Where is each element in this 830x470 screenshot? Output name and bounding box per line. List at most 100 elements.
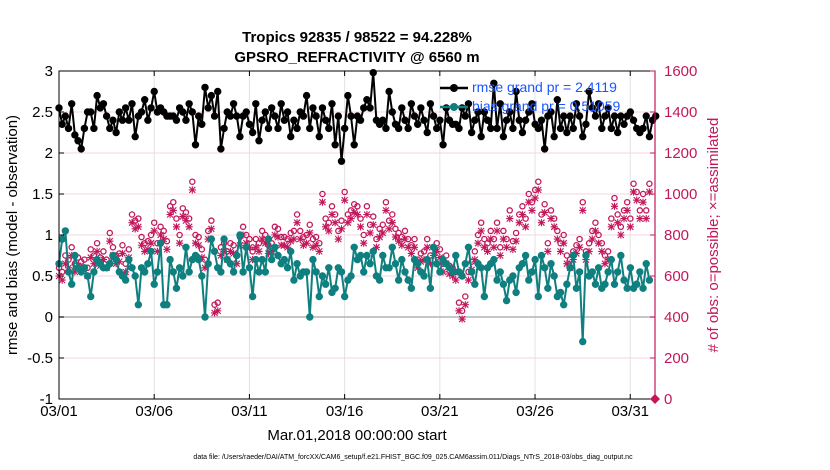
rmse-marker bbox=[312, 112, 320, 120]
bias-marker bbox=[58, 235, 66, 243]
rmse-marker bbox=[150, 87, 158, 96]
assimilated-marker bbox=[414, 264, 422, 272]
bias-marker bbox=[458, 272, 466, 280]
assimilated-marker bbox=[242, 239, 250, 247]
possible-marker bbox=[500, 227, 507, 235]
assimilated-marker bbox=[331, 219, 339, 227]
assimilated-marker bbox=[163, 245, 171, 253]
rmse-marker bbox=[147, 104, 155, 112]
rmse-marker bbox=[620, 120, 628, 129]
bias-marker bbox=[537, 251, 546, 260]
possible-marker bbox=[344, 211, 352, 218]
rmse-marker bbox=[521, 116, 530, 124]
assimilated-marker bbox=[274, 233, 282, 241]
rmse-marker bbox=[309, 104, 317, 112]
assimilated-marker bbox=[87, 253, 95, 262]
rmse-marker bbox=[493, 124, 501, 133]
possible-marker bbox=[255, 239, 263, 247]
bias-marker bbox=[582, 251, 590, 260]
rmse-marker bbox=[639, 124, 647, 133]
possible-marker bbox=[230, 241, 237, 249]
possible-marker bbox=[166, 203, 174, 210]
rmse-marker bbox=[379, 116, 387, 124]
possible-marker bbox=[471, 248, 479, 255]
rmse-marker bbox=[509, 124, 517, 133]
assimilated-marker bbox=[560, 239, 568, 247]
rmse-marker bbox=[594, 100, 603, 108]
possible-marker bbox=[423, 235, 431, 243]
assimilated-marker bbox=[575, 243, 584, 251]
rmse-marker bbox=[106, 124, 114, 133]
rmse-marker bbox=[394, 124, 403, 133]
y-tick-label-left: -0.5 bbox=[27, 350, 53, 367]
rmse-marker bbox=[248, 128, 257, 137]
bias-marker bbox=[556, 288, 565, 297]
possible-marker bbox=[208, 217, 215, 224]
rmse-marker bbox=[461, 112, 470, 120]
possible-marker bbox=[623, 198, 631, 206]
assimilated-marker bbox=[312, 241, 320, 249]
rmse-marker bbox=[598, 124, 606, 133]
bias-marker bbox=[350, 243, 358, 252]
bias-marker bbox=[512, 288, 520, 297]
assimilated-marker bbox=[496, 251, 504, 260]
assimilated-marker bbox=[99, 256, 108, 264]
bias-marker bbox=[544, 284, 552, 292]
possible-marker bbox=[258, 227, 266, 235]
assimilated-marker bbox=[382, 206, 390, 214]
rmse-marker bbox=[210, 112, 219, 120]
rmse-marker bbox=[423, 128, 431, 137]
bias-marker bbox=[153, 268, 162, 276]
possible-marker bbox=[604, 248, 612, 255]
assimilated-marker bbox=[645, 188, 654, 196]
possible-marker bbox=[420, 248, 428, 255]
possible-marker bbox=[563, 252, 571, 259]
rmse-marker bbox=[407, 100, 416, 108]
bias-marker bbox=[623, 284, 631, 292]
assimilated-marker bbox=[464, 276, 473, 284]
rmse-marker bbox=[99, 100, 108, 108]
y-tick-label-left: -1 bbox=[40, 391, 53, 408]
possible-marker bbox=[369, 213, 377, 220]
legend-label: bias grand pr = 0.51059 bbox=[472, 98, 620, 114]
bias-marker bbox=[518, 260, 527, 268]
y-tick-label-right: 1000 bbox=[664, 186, 697, 203]
rmse-marker bbox=[464, 100, 473, 108]
assimilated-marker bbox=[264, 249, 273, 258]
assimilated-marker bbox=[160, 235, 168, 243]
assimilated-marker bbox=[296, 235, 304, 243]
bias-marker bbox=[429, 243, 438, 252]
x-tick-label: 03/26 bbox=[516, 403, 554, 420]
rmse-marker bbox=[360, 104, 368, 112]
bias-marker bbox=[572, 284, 581, 292]
rmse-marker bbox=[626, 108, 635, 116]
bias-marker bbox=[366, 260, 374, 268]
rmse-marker bbox=[321, 116, 330, 124]
assimilated-marker bbox=[261, 239, 269, 247]
possible-marker bbox=[312, 233, 320, 241]
rmse-marker bbox=[201, 83, 209, 92]
assimilated-marker bbox=[226, 247, 235, 255]
assimilated-marker bbox=[426, 260, 434, 268]
bias-marker bbox=[607, 255, 616, 264]
y-tick-label-right: 800 bbox=[664, 227, 689, 244]
bias-marker bbox=[150, 280, 158, 288]
bias-marker bbox=[236, 231, 244, 239]
bias-marker bbox=[426, 284, 435, 292]
rmse-marker bbox=[258, 116, 266, 124]
assimilated-marker bbox=[363, 210, 371, 219]
possible-marker bbox=[319, 190, 326, 198]
rmse-marker bbox=[144, 116, 152, 124]
bias-marker bbox=[436, 268, 444, 276]
bias-marker bbox=[452, 251, 460, 260]
rmse-marker bbox=[217, 145, 225, 153]
assimilated-marker bbox=[626, 223, 634, 231]
rmse-marker bbox=[137, 108, 146, 116]
assimilated-marker bbox=[537, 219, 546, 227]
rmse-marker bbox=[455, 124, 463, 133]
bias-marker bbox=[271, 243, 279, 252]
possible-marker bbox=[576, 235, 583, 243]
bias-marker bbox=[166, 255, 174, 264]
bias-marker bbox=[112, 255, 120, 264]
possible-marker bbox=[274, 225, 282, 233]
